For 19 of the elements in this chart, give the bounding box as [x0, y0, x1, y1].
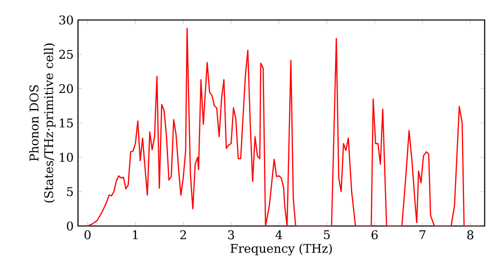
x-tick-label: 8: [467, 230, 474, 240]
y-tick-label: 5: [67, 187, 73, 196]
x-tick-label: 0: [84, 230, 91, 240]
y-axis-title: Phonon DOS (States/THz·primitive cell): [29, 44, 56, 202]
x-tick-label: 5: [324, 230, 330, 240]
x-axis-title: Frequency (THz): [230, 244, 332, 256]
y-tick-label: 25: [59, 50, 73, 59]
y-tick-label: 0: [66, 221, 73, 231]
y-tick-label: 15: [60, 118, 73, 128]
y-tick-label: 10: [60, 152, 73, 162]
x-tick-label: 3: [228, 230, 234, 240]
x-tick-label: 2: [180, 230, 186, 240]
x-tick-label: 4: [275, 230, 282, 240]
x-tick-label: 7: [420, 230, 426, 240]
y-tick-label: 20: [59, 84, 73, 94]
y-tick-label: 30: [59, 15, 73, 25]
x-tick-label: 1: [133, 230, 138, 240]
line-series: [86, 28, 480, 226]
x-tick-label: 6: [372, 230, 378, 240]
